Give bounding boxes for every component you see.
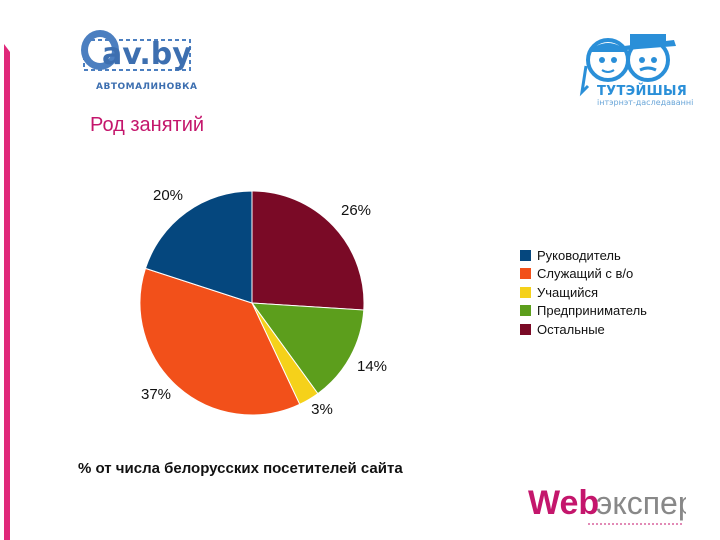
legend-swatch xyxy=(520,286,531,298)
avby-logo-text: av.by xyxy=(102,37,192,72)
pie-slice xyxy=(251,190,365,311)
pie-slice-label: 37% xyxy=(141,386,171,403)
legend-label: Руководитель xyxy=(537,247,621,263)
legend-label: Предприниматель xyxy=(537,303,647,319)
chart-footnote: % от числа белорусских посетителей сайта xyxy=(78,460,403,477)
tuteyshyia-logo xyxy=(579,34,676,97)
legend-item: Руководитель xyxy=(520,246,647,265)
avby-logo: av.by xyxy=(81,30,192,72)
legend-swatch xyxy=(520,305,531,317)
pie-slice-label: 14% xyxy=(357,358,387,375)
webexpert-logo-part1: Web xyxy=(528,484,599,522)
accent-bar xyxy=(4,44,10,540)
legend-label: Остальные xyxy=(537,321,605,337)
legend-label: Служащий с в/о xyxy=(537,266,634,282)
pie-slice-label: 3% xyxy=(311,401,333,418)
pie-slice xyxy=(139,267,301,416)
legend-item: Остальные xyxy=(520,320,647,339)
pie-slices xyxy=(139,190,365,416)
legend-swatch xyxy=(520,323,531,335)
webexpert-logo: Web эксперт xyxy=(528,484,686,525)
pie-slice-label: 20% xyxy=(153,187,183,204)
webexpert-logo-part2: эксперт xyxy=(596,485,686,521)
chart-legend: Руководитель Служащий с в/о Учащийся Предпр… xyxy=(520,246,647,339)
page-title: Род занятий xyxy=(90,114,205,136)
legend-swatch xyxy=(520,249,531,261)
avby-logo-subtitle: АВТОМАЛИНОВКА xyxy=(96,82,198,92)
tuteyshyia-logo-name: ТУТЭЙШЫЯ xyxy=(597,84,688,99)
tuteyshyia-logo-subtitle: інтэрнэт-даследаванні xyxy=(597,98,694,107)
legend-item: Учащийся xyxy=(520,283,647,302)
legend-swatch xyxy=(520,268,531,280)
pie-slice xyxy=(250,302,365,395)
legend-item: Предприниматель xyxy=(520,302,647,321)
pie-slice-labels: 26% 14% 3% 37% 20% xyxy=(141,187,387,418)
legend-item: Служащий с в/о xyxy=(520,265,647,284)
pie-slice xyxy=(144,190,253,304)
legend-label: Учащийся xyxy=(537,284,599,300)
pie-slice-label: 26% xyxy=(341,202,371,219)
